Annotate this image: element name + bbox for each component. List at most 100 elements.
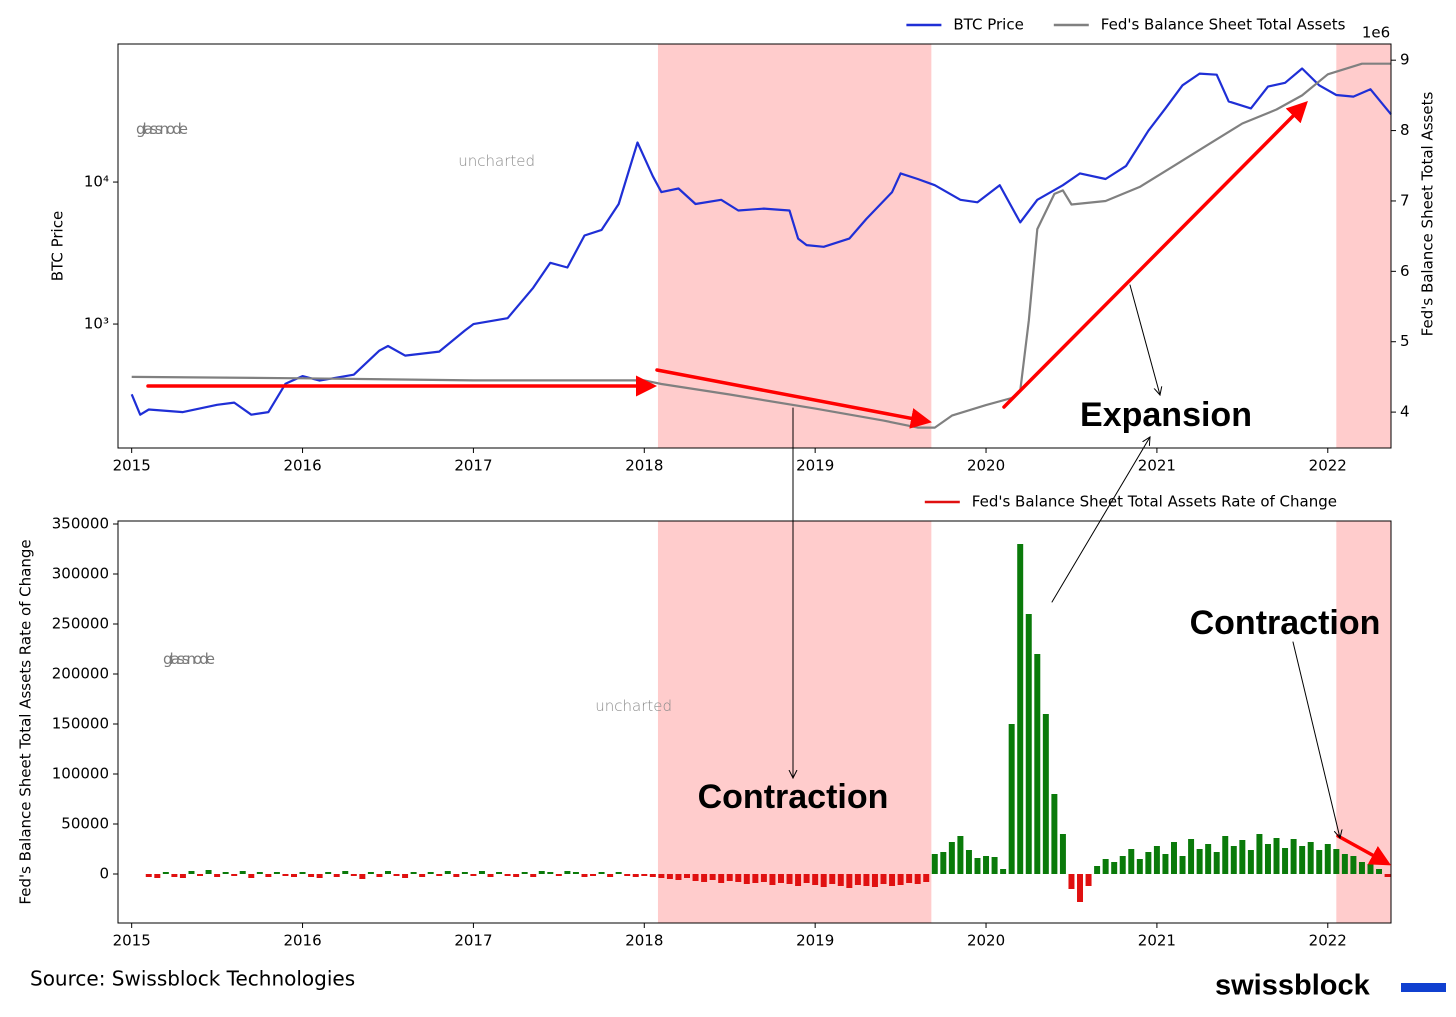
bar (530, 874, 537, 877)
bar (1128, 849, 1135, 874)
bar (222, 872, 229, 874)
bar (803, 874, 810, 883)
bar (931, 854, 938, 874)
bar (897, 874, 904, 885)
bar (436, 874, 443, 876)
bar (1008, 724, 1015, 874)
x-tick-label: 2019 (796, 932, 834, 950)
bar (735, 874, 742, 882)
bar (487, 874, 494, 877)
bar (1102, 859, 1109, 874)
y-tick-label: 0 (99, 865, 109, 883)
source: Source: Swissblock Technologies (30, 967, 355, 991)
bar (402, 874, 409, 878)
shaded-span (1336, 44, 1391, 448)
legend-label: BTC Price (953, 16, 1023, 34)
bar (1299, 846, 1306, 874)
bar (666, 874, 673, 879)
y-tick-label: 150000 (52, 715, 109, 733)
bar (906, 874, 913, 883)
bar (1119, 856, 1126, 874)
bar (265, 874, 272, 877)
y-tick-label: 300000 (52, 565, 109, 583)
y-tick-label: 10⁴ (84, 173, 109, 191)
bar (1111, 862, 1118, 874)
bar (1316, 850, 1323, 874)
bar (350, 874, 357, 876)
bar (145, 874, 152, 877)
bar (1307, 842, 1314, 874)
bar (769, 874, 776, 885)
x-tick-label: 2017 (454, 457, 492, 475)
y-tick-label: 200000 (52, 665, 109, 683)
shaded-span (657, 44, 932, 448)
bar (812, 874, 819, 885)
bar (248, 874, 255, 878)
bar (1000, 869, 1007, 874)
bar (607, 874, 614, 877)
bar (359, 874, 366, 879)
watermark: uncharted (458, 152, 535, 170)
bar (974, 858, 981, 874)
annotation: Contraction (698, 778, 889, 816)
bar (1376, 869, 1383, 874)
bar (1196, 849, 1203, 874)
annotation: Contraction (1190, 604, 1381, 642)
y2-tick-label: 9 (1400, 51, 1410, 69)
bar (1350, 856, 1357, 874)
bar (991, 857, 998, 874)
bar (889, 874, 896, 886)
bar (410, 872, 417, 874)
x-tick-label: 2022 (1309, 932, 1347, 950)
bar (581, 874, 588, 877)
pointer (1292, 641, 1340, 838)
bar (547, 872, 554, 874)
bar (273, 872, 280, 874)
bar (1273, 838, 1280, 874)
bar (709, 874, 716, 880)
y2-axis-label: Fed's Balance Sheet Total Assets (1419, 92, 1437, 337)
y2-tick-label: 7 (1400, 191, 1410, 209)
bar (478, 871, 485, 874)
y-tick-label: 50000 (61, 815, 109, 833)
shaded-span (657, 521, 932, 923)
bar (1290, 839, 1297, 874)
axis-offset: 1e6 (1362, 24, 1390, 42)
bar (1256, 834, 1263, 874)
y-axis-label: Fed's Balance Sheet Total Assets Rate of… (17, 539, 35, 904)
bar (923, 874, 930, 882)
arrow (1002, 101, 1308, 409)
bar (453, 874, 460, 877)
bar (1179, 856, 1186, 874)
bar (342, 871, 349, 874)
bar (1188, 839, 1195, 874)
watermark: glassnode (163, 650, 215, 668)
bar (470, 874, 477, 876)
bar (1034, 654, 1041, 874)
bar (496, 872, 503, 874)
bar (777, 874, 784, 883)
bar (1094, 866, 1101, 874)
x-tick-label: 2020 (967, 457, 1005, 475)
bar (1085, 874, 1092, 886)
brand: swissblock (1215, 970, 1371, 1002)
bar (1230, 846, 1237, 874)
legend-label: Fed's Balance Sheet Total Assets (1101, 16, 1346, 34)
bar (795, 874, 802, 886)
bar (325, 872, 332, 874)
bar (171, 874, 178, 877)
bar (513, 874, 520, 877)
x-tick-label: 2015 (113, 457, 151, 475)
x-tick-label: 2022 (1309, 457, 1347, 475)
arrow (655, 368, 932, 429)
bar (854, 874, 861, 885)
bar (1367, 864, 1374, 874)
bar (752, 874, 759, 883)
y-tick-label: 10³ (84, 315, 109, 333)
watermark: uncharted (595, 697, 672, 715)
watermark: glassnode (136, 120, 188, 138)
bar (590, 874, 597, 876)
bar (829, 874, 836, 884)
x-tick-label: 2015 (113, 932, 151, 950)
bar (880, 874, 887, 884)
